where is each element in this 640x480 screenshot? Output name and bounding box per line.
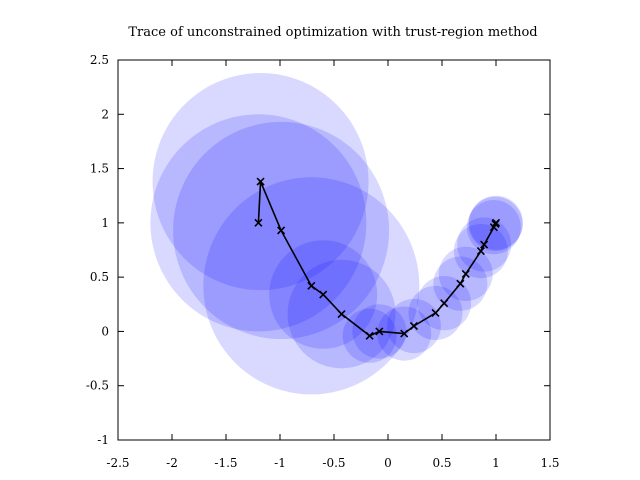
y-tick-label: -1 (97, 433, 109, 447)
x-tick-label: -1.5 (214, 456, 237, 470)
x-tick-label: -0.5 (322, 456, 345, 470)
trace-point-0 (254, 218, 263, 227)
y-tick-label: -0.5 (86, 379, 109, 393)
plot-area (150, 73, 523, 395)
trace-point-15 (480, 240, 489, 249)
trace-point-3 (307, 281, 316, 290)
x-axis-tick-labels: -2.5 -2 -1.5 -1 -0.5 0 0.5 1 1.5 (106, 456, 559, 470)
y-tick-label: 0 (101, 324, 109, 338)
trace-point-4 (319, 290, 328, 299)
x-tick-label: 1.5 (540, 456, 559, 470)
x-tick-label: -2.5 (106, 456, 129, 470)
trust-regions (150, 73, 523, 395)
trace-point-10 (431, 308, 440, 318)
trace-point-7 (375, 327, 384, 336)
y-axis-tick-labels: -1 -0.5 0 0.5 1 1.5 2 2.5 (86, 53, 109, 447)
trace-point-2 (277, 226, 286, 235)
x-tick-label: -1 (274, 456, 286, 470)
x-tick-label: 1 (492, 456, 500, 470)
trace-point-6 (365, 331, 374, 340)
x-tick-label: 0 (384, 456, 392, 470)
x-tick-label: 0.5 (432, 456, 451, 470)
y-tick-label: 1 (101, 216, 109, 230)
trace-point-8 (400, 329, 409, 338)
plot-frame (117, 59, 551, 441)
y-tick-label: 2.5 (90, 53, 109, 67)
trace-point-11 (440, 299, 449, 308)
y-tick-label: 2 (101, 107, 109, 121)
trace-point-13 (461, 269, 470, 278)
trace-point-12 (456, 279, 465, 288)
trace-point-14 (476, 247, 485, 256)
y-tick-label: 1.5 (90, 162, 109, 176)
x-tick-label: -2 (166, 456, 178, 470)
y-tick-label: 0.5 (90, 270, 109, 284)
trace-point-5 (337, 309, 346, 319)
trace-point-9 (409, 321, 418, 331)
trace-markers (254, 177, 501, 340)
trace-point-18 (491, 218, 501, 227)
chart-title: Trace of unconstrained optimization with… (128, 25, 537, 40)
trace-point-1 (256, 177, 265, 186)
